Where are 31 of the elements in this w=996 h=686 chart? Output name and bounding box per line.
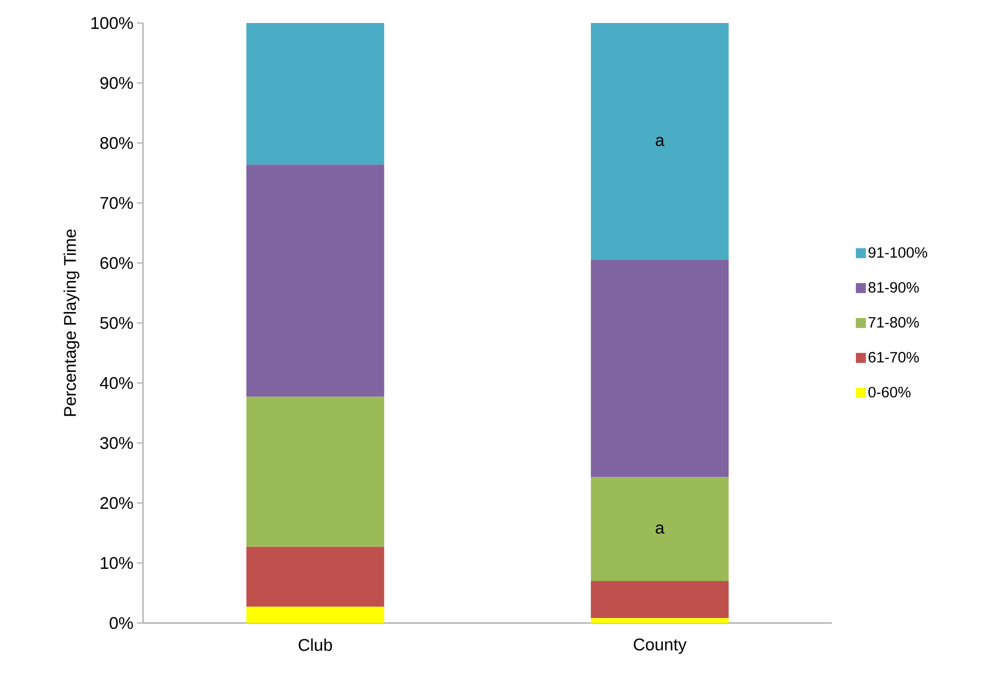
bar (590, 618, 729, 623)
bar (590, 22, 729, 260)
y-tick-label: 50% (100, 316, 133, 329)
legend-label: 61-70% (868, 352, 919, 363)
bar (246, 164, 384, 397)
y-tick-label: 30% (100, 436, 133, 449)
legend-label: 71-80% (868, 317, 919, 328)
bar (590, 260, 729, 478)
y-tick-label: 20% (100, 496, 133, 509)
x-tick-label: County (634, 638, 687, 654)
annotation: a (656, 524, 664, 534)
bar (246, 396, 384, 547)
y-tick-label: 60% (100, 256, 133, 269)
y-tick-label: 90% (100, 76, 133, 89)
y-tick-label: 0% (110, 616, 133, 629)
y-tick-label: 10% (100, 556, 133, 569)
legend-label: 81-90% (868, 282, 919, 293)
annotation: a (656, 136, 664, 146)
y-tick-label: 70% (100, 196, 133, 209)
bar (246, 546, 384, 607)
y-tick-label: 80% (100, 136, 133, 149)
x-tick-label: Club (298, 638, 332, 651)
y-tick-label: 100% (91, 16, 133, 29)
legend-label: 0-60% (868, 386, 911, 398)
bar (246, 606, 384, 623)
y-axis-title: Percentage Playing Time (64, 229, 80, 416)
legend-label: 91-100% (868, 247, 928, 258)
bar (590, 477, 729, 581)
y-tick-label: 40% (100, 376, 133, 389)
bar (246, 22, 384, 165)
bar (590, 580, 729, 618)
